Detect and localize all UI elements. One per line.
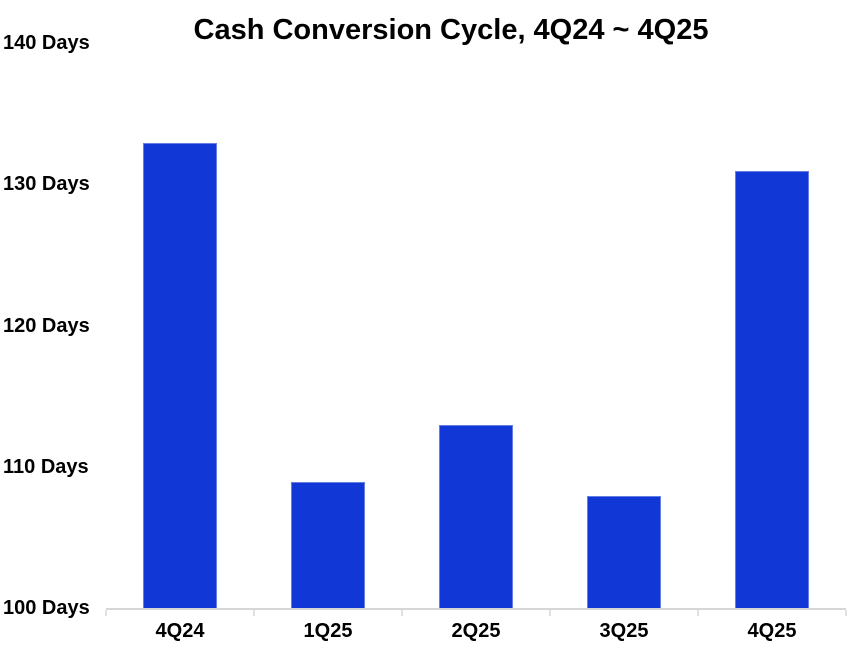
xtick-label-3Q25: 3Q25 xyxy=(599,620,649,642)
ytick-label-100: 100 Days xyxy=(3,597,90,619)
xtick-label-4Q24: 4Q24 xyxy=(155,620,205,642)
ytick-label-130: 130 Days xyxy=(3,173,90,196)
axis-tick-mark xyxy=(253,610,255,616)
bar-3Q25 xyxy=(587,496,661,609)
axis-tick-mark xyxy=(549,610,551,616)
ytick-label-140: 140 Days xyxy=(3,32,90,54)
ytick-label-120: 120 Days xyxy=(3,314,90,337)
bar-4Q24 xyxy=(143,142,217,609)
axis-tick-mark xyxy=(697,610,699,616)
ytick-label-110: 110 Days xyxy=(3,455,89,478)
bar-1Q25 xyxy=(291,481,365,609)
axis-tick-mark xyxy=(845,610,847,616)
axis-tick-mark xyxy=(401,610,403,616)
chart-title: Cash Conversion Cycle, 4Q24 ~ 4Q25 xyxy=(193,14,709,46)
xtick-label-4Q25: 4Q25 xyxy=(747,620,797,642)
axis-tick-mark xyxy=(105,610,107,616)
xtick-label-1Q25: 1Q25 xyxy=(303,620,353,642)
xtick-label-2Q25: 2Q25 xyxy=(451,620,501,642)
bar-2Q25 xyxy=(439,425,513,609)
x-axis-line xyxy=(106,608,846,610)
bar-4Q25 xyxy=(735,171,809,609)
